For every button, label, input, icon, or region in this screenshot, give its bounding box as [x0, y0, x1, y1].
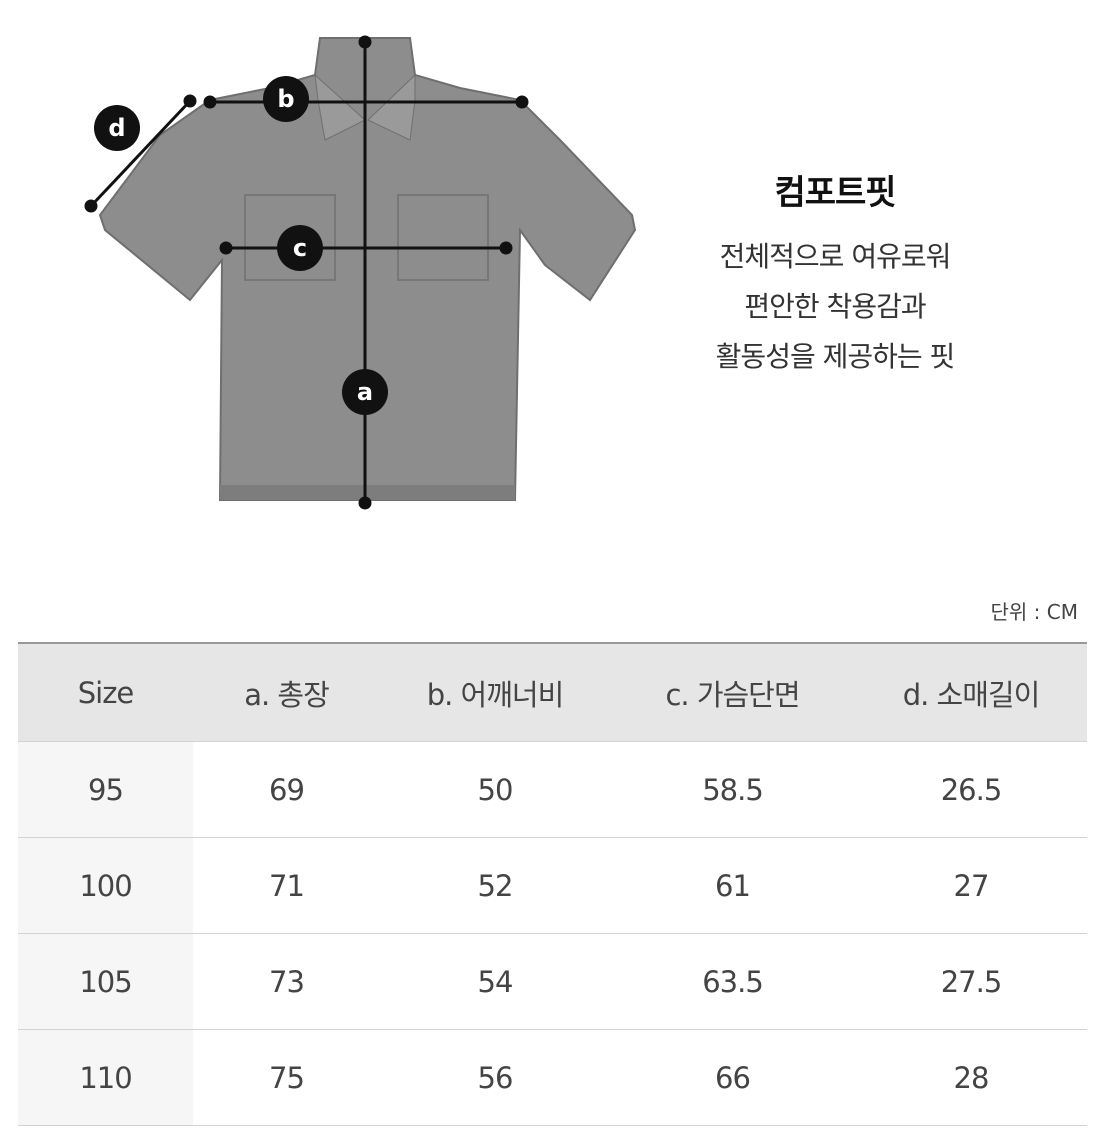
fit-description: 컴포트핏 전체적으로 여유로워 편안한 착용감과 활동성을 제공하는 핏	[640, 165, 1030, 382]
measure-cell: 63.5	[610, 933, 855, 1030]
fit-line: 활동성을 제공하는 핏	[715, 340, 956, 373]
measure-line-d	[89, 99, 192, 208]
table-header-row: Size a. 총장 b. 어깨너비 c. 가슴단면 d. 소매길이	[18, 643, 1087, 742]
label-c-badge	[277, 225, 323, 271]
label-a: a	[357, 378, 373, 406]
size-cell: 95	[18, 741, 193, 838]
measure-cell: 27.5	[855, 933, 1087, 1030]
label-d-badge	[94, 105, 140, 151]
measure-cell: 66	[610, 1029, 855, 1126]
unit-label: 단위 : CM	[990, 600, 1078, 624]
measure-cell: 69	[193, 741, 380, 838]
fit-line: 편안한 착용감과	[744, 290, 926, 323]
table-row: 95 69 50 58.5 26.5	[18, 741, 1087, 838]
size-cell: 105	[18, 933, 193, 1030]
measure-cell: 73	[193, 933, 380, 1030]
measure-cell: 54	[380, 933, 610, 1030]
measure-cell: 61	[610, 837, 855, 934]
header-size: Size	[77, 675, 135, 710]
header-chest: c. 가슴단면	[665, 677, 800, 712]
size-cell: 110	[18, 1029, 193, 1126]
size-table: Size a. 총장 b. 어깨너비 c. 가슴단면 d. 소매길이 95 69 5…	[18, 642, 1087, 1126]
table-row: 110 75 56 66 28	[18, 1029, 1087, 1126]
header-length: a. 총장	[244, 677, 330, 712]
label-b: b	[277, 85, 294, 113]
measure-cell: 58.5	[610, 741, 855, 838]
measure-cell: 52	[380, 837, 610, 934]
measure-cell: 71	[193, 837, 380, 934]
measure-cell: 56	[380, 1029, 610, 1126]
measure-cell: 26.5	[855, 741, 1087, 838]
measure-cell: 75	[193, 1029, 380, 1126]
label-d: d	[108, 114, 125, 142]
label-a-badge	[342, 369, 388, 415]
shirt-measurement-diagram: a b c d	[84, 35, 637, 510]
measure-cell: 28	[855, 1029, 1087, 1126]
table-row: 100 71 52 61 27	[18, 837, 1087, 934]
measure-cell: 27	[855, 837, 1087, 934]
table-row: 105 73 54 63.5 27.5	[18, 933, 1087, 1030]
fit-title: 컴포트핏	[774, 173, 896, 213]
measure-cell: 50	[380, 741, 610, 838]
label-c: c	[293, 234, 307, 262]
header-sleeve: d. 소매길이	[902, 677, 1041, 712]
size-cell: 100	[18, 837, 193, 934]
label-b-badge	[263, 76, 309, 122]
fit-line: 전체적으로 여유로워	[719, 240, 952, 273]
header-shoulder: b. 어깨너비	[426, 677, 565, 712]
shirt-illustration	[98, 37, 637, 501]
